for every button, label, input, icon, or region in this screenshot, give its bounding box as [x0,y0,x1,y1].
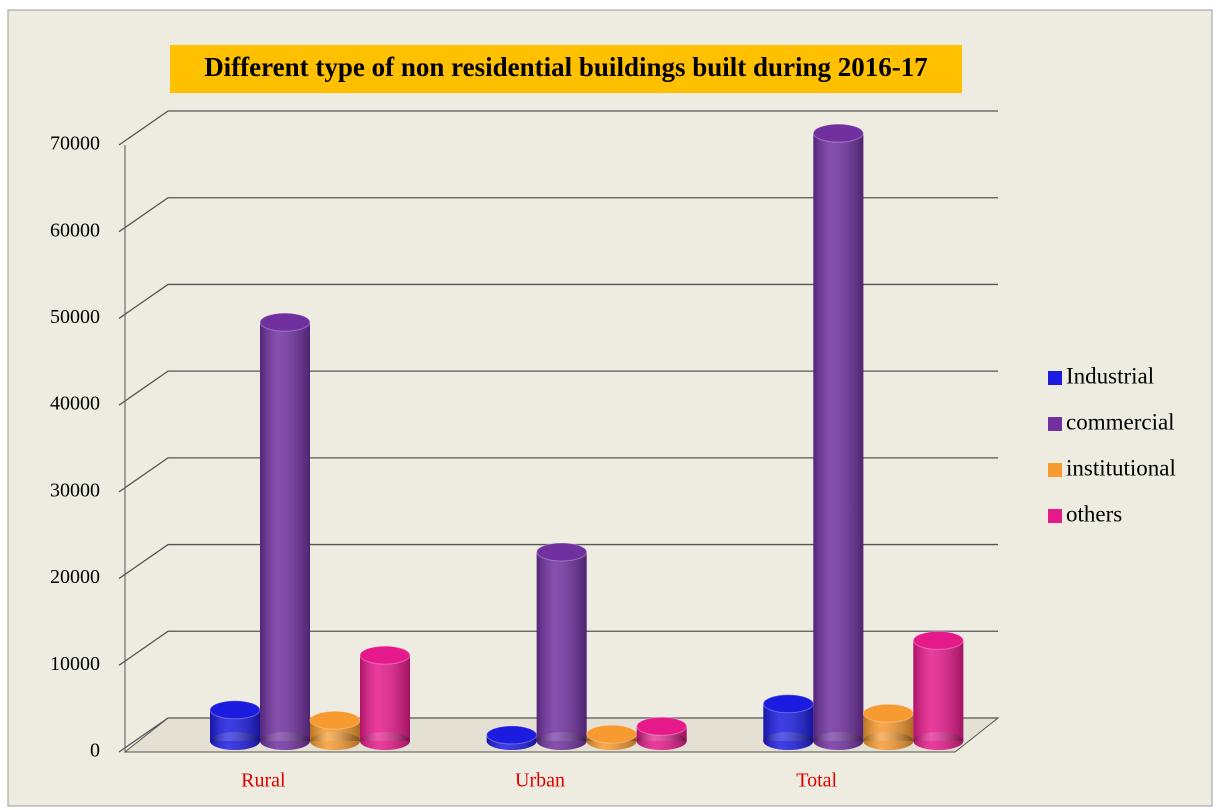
bar-part [636,732,687,750]
bar-part [812,123,864,143]
bar [536,542,588,750]
grid-line [118,717,998,753]
grid-line [118,630,998,666]
y-tick-label: 30000 [50,479,100,501]
legend-label: others [1066,501,1122,526]
bar-part [536,542,588,562]
y-tick-label: 50000 [50,306,100,328]
bar [762,694,814,750]
bar-part [913,732,964,750]
y-tick-label: 20000 [50,566,100,588]
grid-line [118,457,998,493]
bar-part [636,716,688,736]
bar-part [913,640,964,741]
grid-line [118,110,998,146]
legend-label: commercial [1066,409,1175,434]
bar-part [310,732,360,750]
grid-line [118,197,998,233]
legend-swatch [1048,371,1062,385]
title-box [170,45,962,93]
bar-part [813,133,864,741]
bar-part [486,725,538,745]
legend-label: institutional [1066,455,1176,480]
bar [486,725,538,750]
y-tick-label: 60000 [50,219,100,241]
x-tick-label: Total [796,770,837,792]
x-tick-label: Urban [515,770,565,792]
y-tick-label: 40000 [50,393,100,415]
chart-frame [7,9,1213,807]
bar-part [259,312,311,332]
y-tick-label: 70000 [50,133,100,155]
legend-swatch [1048,463,1062,477]
bar-part [210,732,260,750]
grid-line [118,370,998,406]
bar [259,312,311,750]
y-tick-label: 0 [90,740,100,762]
bar-part [260,732,310,750]
grid-line [118,283,998,319]
bar-part [863,732,914,750]
bar-part [209,700,261,720]
bar [636,716,688,750]
bar-part [763,732,814,750]
bar-part [536,732,587,750]
legend-swatch [1048,417,1062,431]
bar-part [536,551,587,741]
bar-part [309,710,361,730]
bar [209,700,261,750]
bar-part [762,694,814,714]
chart-title: Different type of non residential buildi… [204,52,928,82]
bar-part [360,655,410,741]
bar-part [862,703,914,723]
bar [912,630,964,750]
bar [309,710,361,750]
bar-part [813,732,864,750]
bar-part [586,724,638,744]
bar [862,703,914,750]
bar [586,724,638,750]
grid-line [118,543,998,580]
bar-part [359,645,411,665]
bar-part [360,732,410,750]
bar-part [912,630,964,650]
legend-label: Industrial [1066,363,1154,388]
legend-swatch [1048,509,1062,523]
y-tick-label: 10000 [50,653,100,675]
bar [359,645,411,750]
x-tick-label: Rural [241,770,286,792]
bar [812,123,864,750]
bar-part [260,322,310,741]
